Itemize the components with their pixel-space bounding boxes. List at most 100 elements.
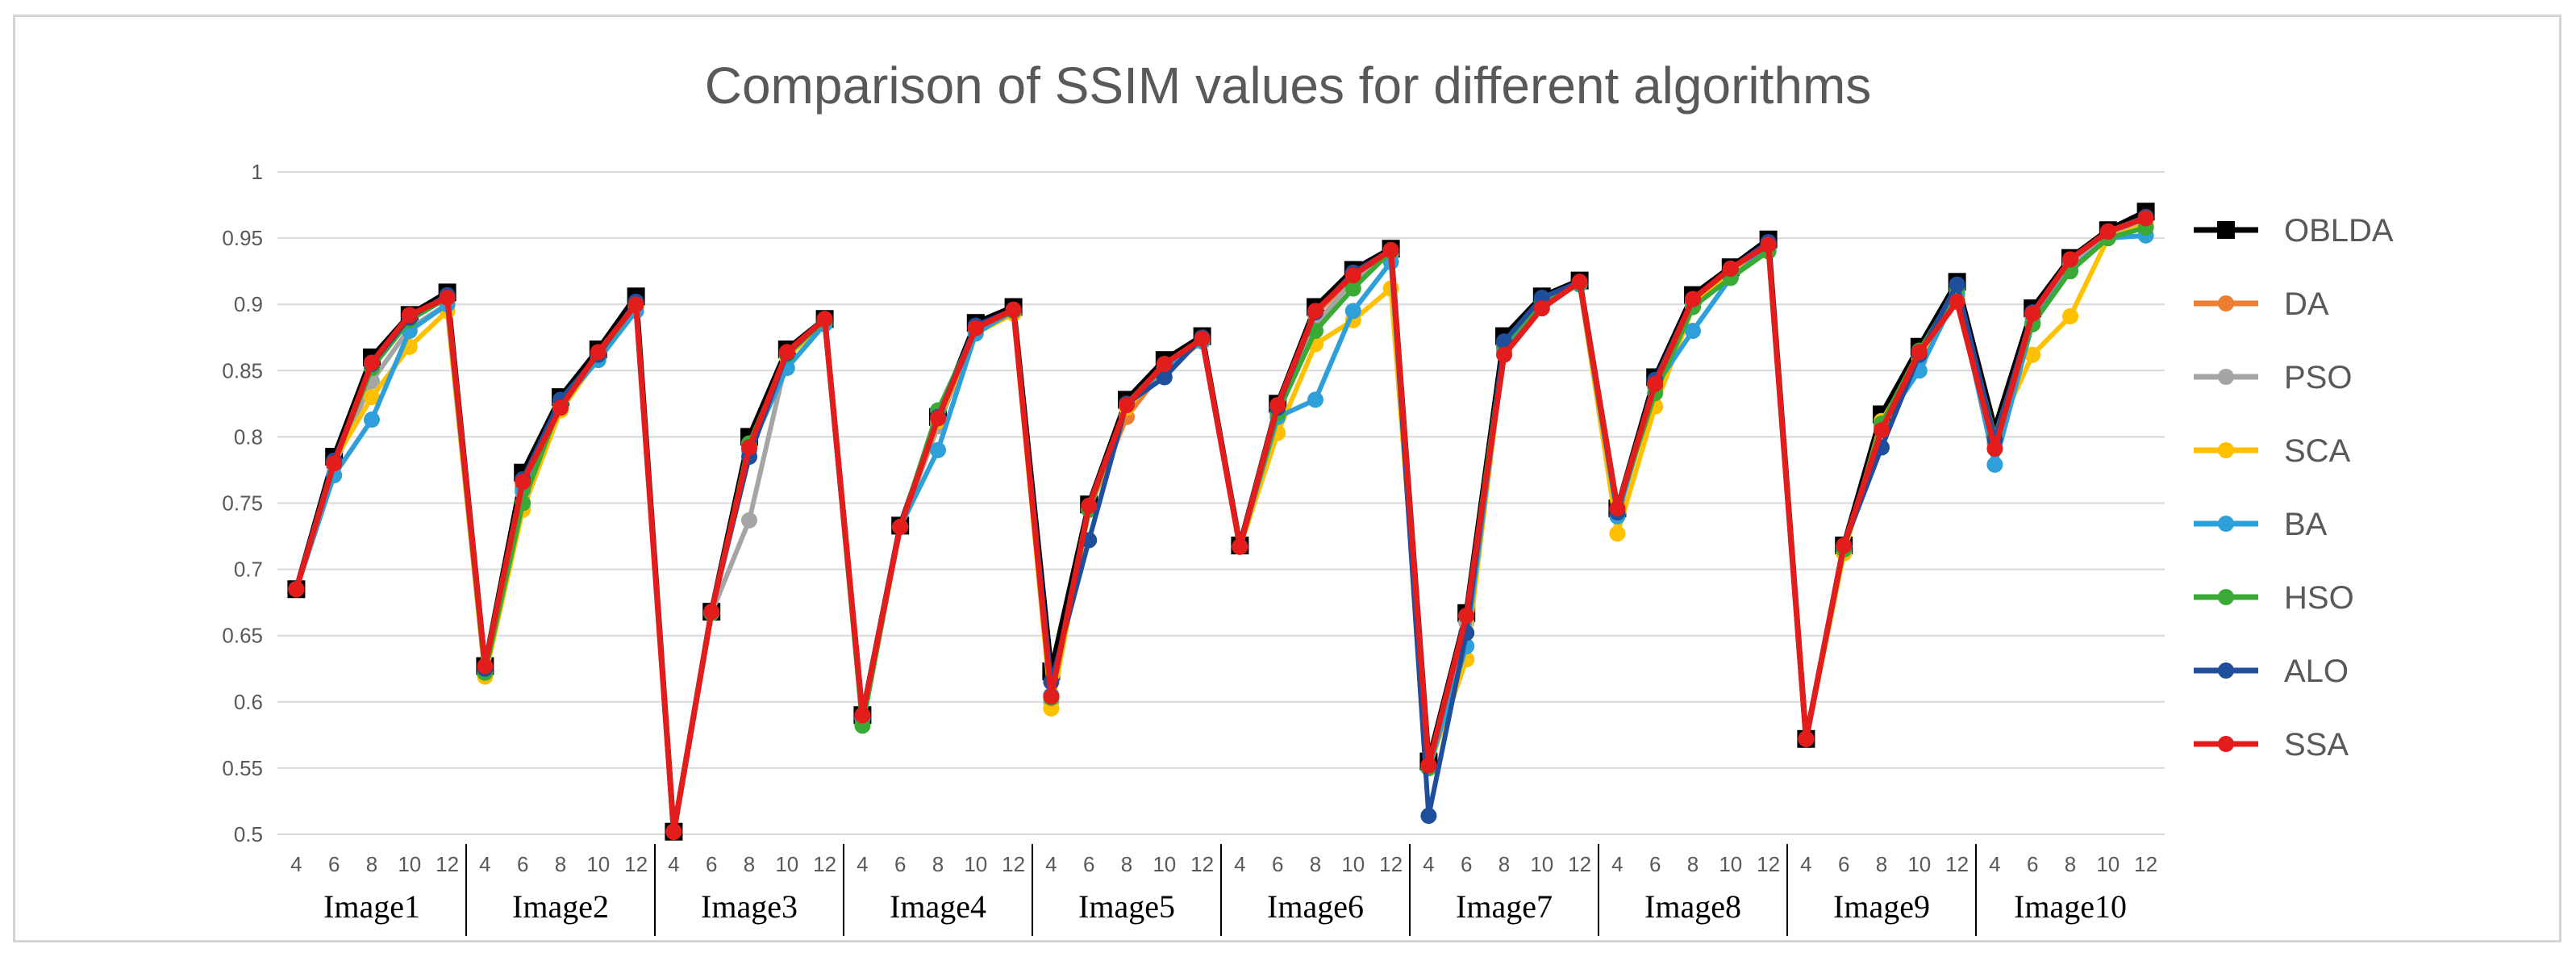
data-point (1609, 500, 1626, 517)
data-point (1420, 757, 1437, 774)
series-line-hso (294, 225, 2147, 834)
data-point (930, 410, 946, 427)
data-point (1269, 396, 1286, 413)
data-point (741, 439, 757, 456)
legend-marker (2218, 662, 2234, 679)
y-tick-label: 0.7 (234, 558, 263, 582)
series-line-ba (294, 232, 2146, 834)
y-tick-label: 0.85 (222, 358, 263, 382)
legend-label: SCA (2284, 433, 2351, 469)
data-point (1874, 422, 1890, 439)
data-point (1156, 369, 1173, 386)
x-tick-label: 10 (2096, 852, 2120, 876)
y-tick-label: 0.65 (222, 624, 263, 648)
data-point (288, 581, 305, 598)
x-tick-label: 6 (706, 852, 717, 876)
data-point (326, 455, 343, 472)
data-point (1420, 808, 1437, 825)
legend-marker (2218, 589, 2234, 605)
group-label: Image7 (1456, 888, 1553, 925)
group-label: Image5 (1078, 888, 1175, 925)
legend: OBLDA DA PSO SCA BA HSO ALO SSA (2194, 213, 2394, 763)
legend-label: DA (2284, 286, 2329, 322)
x-tick-label: 6 (1649, 852, 1661, 876)
data-point (967, 320, 984, 336)
x-tick-label: 4 (668, 852, 679, 876)
data-point (2024, 305, 2041, 322)
data-point (1647, 375, 1664, 392)
x-tick-label: 12 (2134, 852, 2157, 876)
series-line-da (294, 215, 2147, 834)
legend-item-ssa: SSA (2194, 727, 2349, 763)
x-axis: 4 6 8 10 12 Image1 4 6 8 10 12 Image2 4 6 8 10 12 Image3 4… (290, 844, 2157, 936)
legend-marker (2218, 369, 2234, 385)
x-tick-label: 8 (1310, 852, 1321, 876)
legend-label: ALO (2284, 654, 2349, 689)
y-tick-label: 0.75 (222, 491, 263, 516)
data-point (364, 354, 380, 371)
series-alo (288, 208, 2154, 840)
legend-label: OBLDA (2284, 213, 2394, 249)
legend-label: BA (2284, 507, 2328, 542)
data-point (2137, 210, 2154, 227)
x-tick-label: 4 (1611, 852, 1623, 876)
x-tick-label: 10 (1530, 852, 1553, 876)
data-point (1307, 303, 1323, 320)
legend-item-oblda: OBLDA (2194, 213, 2394, 249)
legend-item-pso: PSO (2194, 360, 2352, 395)
x-tick-label: 8 (744, 852, 755, 876)
legend-label: PSO (2284, 360, 2352, 395)
legend-marker (2218, 295, 2234, 311)
data-point (590, 344, 606, 361)
x-tick-label: 6 (328, 852, 340, 876)
data-point (627, 296, 644, 313)
data-point (1194, 330, 1211, 347)
x-tick-label: 10 (398, 852, 421, 876)
data-point (892, 519, 909, 536)
legend-item-ba: BA (2194, 507, 2328, 542)
group-label: Image3 (701, 888, 798, 925)
data-point (515, 474, 531, 491)
data-point (1685, 290, 1701, 307)
x-tick-label: 8 (1687, 852, 1699, 876)
data-point (1949, 276, 1965, 293)
data-point (1533, 300, 1550, 317)
data-point (1836, 537, 1853, 554)
x-tick-label: 10 (1719, 852, 1742, 876)
x-tick-label: 12 (436, 852, 459, 876)
data-point (1722, 260, 1739, 277)
x-tick-label: 6 (894, 852, 906, 876)
series-pso (288, 216, 2154, 840)
group-label: Image4 (890, 888, 986, 925)
data-point (401, 307, 418, 324)
x-tick-label: 10 (1153, 852, 1176, 876)
data-point (703, 604, 720, 620)
data-point (1344, 267, 1361, 284)
y-tick-label: 0.8 (234, 424, 263, 449)
group-label: Image10 (2014, 888, 2127, 925)
x-tick-label: 4 (1989, 852, 2000, 876)
legend-label: HSO (2284, 580, 2354, 616)
data-point (1156, 356, 1173, 373)
data-point (1986, 441, 2003, 458)
data-point (1043, 688, 1060, 705)
legend-marker (2218, 516, 2234, 532)
data-point (1005, 301, 1022, 318)
x-tick-label: 12 (624, 852, 648, 876)
x-tick-label: 4 (1800, 852, 1811, 876)
data-point (816, 311, 833, 328)
legend-item-da: DA (2194, 286, 2329, 322)
x-tick-label: 6 (1083, 852, 1094, 876)
series-line-alo (294, 215, 2147, 834)
group-label: Image9 (1833, 888, 1930, 925)
x-tick-label: 12 (1945, 852, 1969, 876)
series-sca (288, 216, 2154, 840)
legend-marker (2217, 221, 2235, 239)
data-point (2024, 346, 2041, 363)
x-tick-label: 8 (366, 852, 377, 876)
x-tick-label: 4 (1234, 852, 1245, 876)
legend-item-hso: HSO (2194, 580, 2354, 616)
group-label: Image2 (512, 888, 609, 925)
x-tick-label: 8 (1498, 852, 1510, 876)
